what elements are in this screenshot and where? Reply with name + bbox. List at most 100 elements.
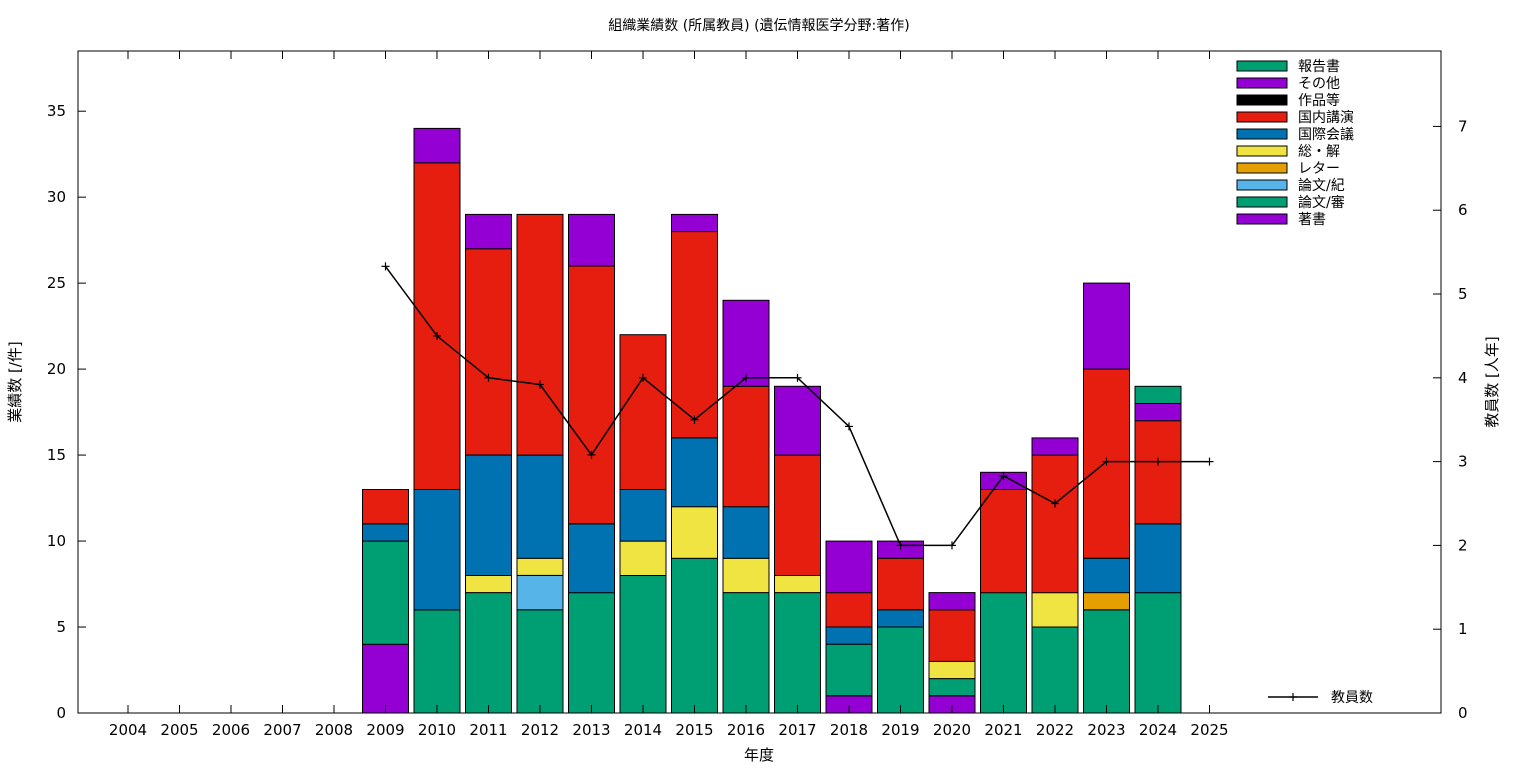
y-tick-label: 0	[56, 704, 66, 722]
x-tick-label: 2023	[1087, 721, 1125, 739]
bar-segment	[980, 592, 1027, 714]
bar-segment	[413, 162, 461, 491]
line-point	[793, 373, 802, 382]
line-point	[381, 262, 390, 271]
y-tick-label: 25	[47, 274, 66, 292]
x-tick-label: 2007	[263, 721, 301, 739]
legend-label: 著書	[1298, 212, 1326, 228]
line-point	[1154, 457, 1162, 466]
legend-label: 報告書	[1298, 59, 1340, 75]
bar-segment	[1083, 282, 1130, 370]
bar-segment	[465, 454, 512, 577]
bar-segment	[465, 248, 512, 456]
y-tick-label: 20	[47, 360, 66, 378]
bar-segment	[671, 437, 718, 508]
legend-item: 国内講演	[1236, 110, 1354, 126]
legend-item: 報告書	[1236, 59, 1340, 75]
bar-segment	[516, 557, 564, 576]
line-layer	[381, 262, 1214, 550]
y-tick-label: 30	[47, 188, 66, 206]
bar-segment	[362, 523, 409, 542]
bar-segment	[1031, 454, 1079, 594]
legend-swatch	[1236, 77, 1288, 89]
legend-item: 論文/審	[1236, 195, 1345, 211]
bar-segment	[928, 592, 976, 611]
bar-segment	[362, 489, 409, 525]
bar-segment	[671, 231, 718, 439]
x-tick-label: 2020	[933, 721, 971, 739]
line-point	[587, 450, 596, 459]
bar-segment	[619, 574, 667, 714]
line-point	[484, 373, 493, 382]
bar-segment	[619, 540, 667, 576]
bar-segment	[362, 643, 409, 714]
bar-segment	[774, 574, 821, 594]
bar-segment	[568, 265, 615, 525]
legend-item: レター	[1236, 161, 1340, 177]
bar-segment	[980, 489, 1027, 594]
y-tick-label: 15	[47, 446, 66, 464]
bar-segment	[722, 557, 770, 594]
y2-tick-label: 4	[1458, 369, 1468, 387]
x-tick-label: 2009	[366, 721, 404, 739]
bar-segment	[413, 127, 461, 164]
bar-segment	[1083, 592, 1130, 611]
x-tick-label: 2025	[1190, 721, 1228, 739]
y2-tick-label: 7	[1458, 117, 1468, 135]
bar-segment	[671, 557, 718, 714]
bar-segment	[877, 557, 924, 611]
bar-segment	[928, 678, 976, 697]
x-tick-label: 2006	[212, 721, 250, 739]
legend-item: 総・解	[1236, 144, 1340, 160]
x-tick-label: 2012	[521, 721, 559, 739]
legend-label: 国内講演	[1298, 110, 1354, 126]
bar-segment	[722, 385, 770, 508]
bar-segment	[465, 574, 512, 594]
x-tick-label: 2011	[469, 721, 507, 739]
legend-swatch	[1236, 213, 1288, 225]
legend-swatch	[1236, 145, 1288, 157]
plot-frame	[77, 50, 1442, 714]
legend-item: 作品等	[1236, 92, 1340, 109]
y2-tick-label: 0	[1458, 704, 1468, 722]
bar-segment	[1083, 557, 1130, 594]
legend-label: 論文/審	[1298, 195, 1345, 211]
y-tick-label: 5	[56, 618, 66, 636]
bar-segment	[825, 626, 873, 645]
bars-layer	[362, 127, 1182, 714]
legend-label: 総・解	[1298, 144, 1340, 160]
legend-swatch	[1236, 94, 1288, 106]
legend-swatch	[1236, 179, 1288, 191]
bar-segment	[877, 626, 924, 714]
legend-label: その他	[1298, 76, 1340, 92]
bar-segment	[671, 213, 718, 233]
y-axis-title: 業績数 [/件]	[6, 341, 24, 423]
bar-segment	[774, 385, 821, 456]
bar-segment	[928, 609, 976, 662]
bar-segment	[568, 523, 615, 594]
line-point	[433, 331, 441, 340]
line-point	[948, 541, 956, 550]
bar-segment	[465, 592, 512, 714]
x-tick-label: 2010	[418, 721, 456, 739]
legend-swatch	[1236, 162, 1288, 174]
bar-segment	[516, 454, 564, 559]
bar-segment	[568, 592, 615, 714]
y2-tick-label: 1	[1458, 620, 1468, 638]
bar-segment	[465, 213, 512, 250]
y-tick-label: 10	[47, 532, 66, 550]
bar-segment	[1134, 420, 1182, 525]
x-tick-label: 2017	[778, 721, 816, 739]
x-tick-label: 2013	[572, 721, 610, 739]
bar-segment	[1083, 609, 1130, 714]
y-tick-label: 35	[47, 102, 66, 120]
y2-tick-label: 3	[1458, 453, 1468, 471]
legend-item-line: 教員数	[1268, 690, 1373, 706]
x-tick-label: 2005	[160, 721, 198, 739]
bar-segment	[928, 660, 976, 680]
legend-item: その他	[1236, 76, 1340, 92]
bar-segment	[774, 454, 821, 577]
